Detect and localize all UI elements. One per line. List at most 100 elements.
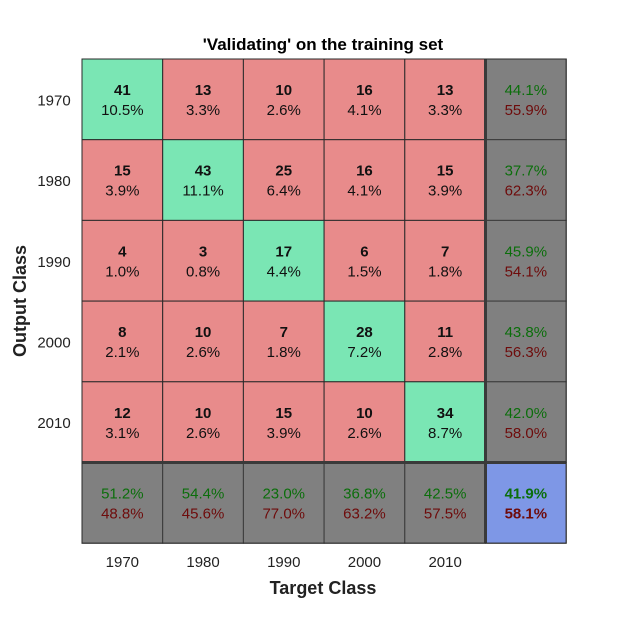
cell-count: 13 — [437, 82, 454, 99]
cell-percent: 6.4% — [267, 183, 301, 200]
matrix-cell — [162, 381, 244, 463]
row-summary-cell — [485, 381, 567, 463]
row-summary-correct: 44.1% — [505, 82, 548, 99]
cell-count: 4 — [118, 243, 127, 260]
matrix-cell — [323, 219, 406, 302]
cell-percent: 3.9% — [428, 183, 462, 200]
cell-percent: 1.8% — [267, 344, 301, 361]
cell-percent: 4.1% — [347, 102, 381, 119]
column-summary-cell — [81, 462, 164, 544]
cell-percent: 11.1% — [182, 183, 223, 200]
cell-count: 3 — [199, 243, 207, 260]
matrix-cell — [81, 300, 164, 383]
cell-percent: 4.1% — [347, 183, 381, 200]
cell-count: 10 — [275, 82, 292, 99]
matrix-cell — [404, 58, 486, 141]
matrix-cell — [404, 219, 486, 302]
x-tick-label: 1970 — [106, 554, 139, 571]
column-summary-incorrect: 63.2% — [343, 506, 386, 523]
y-tick-label: 2010 — [37, 415, 70, 432]
tick-labels: 1970 1980 1990 2000 2010 1970 1980 1990 2000 2010 — [37, 92, 462, 571]
matrix-cell — [162, 300, 244, 383]
cell-percent: 2.8% — [428, 344, 462, 361]
cell-percent: 10.5% — [101, 102, 144, 119]
column-summary-incorrect: 45.6% — [182, 506, 225, 523]
row-summary-incorrect: 54.1% — [505, 263, 548, 280]
column-summary-cell — [162, 462, 244, 544]
matrix-cell — [242, 300, 325, 383]
x-axis-label: Target Class — [270, 578, 377, 598]
cell-count: 15 — [275, 405, 292, 422]
overall-accuracy-cell — [485, 462, 567, 544]
cell-count: 10 — [195, 405, 212, 422]
cell-count: 34 — [437, 405, 454, 422]
overall-correct: 41.9% — [505, 486, 548, 503]
cell-count: 25 — [275, 163, 292, 180]
matrix-cell — [323, 381, 406, 463]
cell-count: 10 — [195, 324, 212, 341]
matrix-cell — [242, 58, 325, 141]
cell-percent: 1.0% — [105, 263, 139, 280]
cell-count: 6 — [360, 243, 368, 260]
row-summary-cell — [485, 300, 567, 383]
column-summary-cell — [323, 462, 406, 544]
x-tick-label: 1990 — [267, 554, 300, 571]
y-axis-label: Output Class — [10, 245, 30, 357]
matrix-frame — [81, 58, 567, 544]
y-tick-label: 1990 — [37, 254, 70, 271]
cell-percent: 1.8% — [428, 263, 462, 280]
matrix-cell — [242, 381, 325, 463]
cell-count: 7 — [280, 324, 288, 341]
matrix-cell — [162, 219, 244, 302]
cell-percent: 2.6% — [186, 344, 220, 361]
row-summary-correct: 42.0% — [505, 405, 548, 422]
matrix-cells: 4110.5%133.3%102.6%164.1%133.3%153.9%431… — [81, 58, 567, 544]
cell-percent: 3.3% — [428, 102, 462, 119]
row-summary-cell — [485, 219, 567, 302]
cell-count: 12 — [114, 405, 131, 422]
cell-percent: 3.3% — [186, 102, 220, 119]
row-summary-cell — [485, 139, 567, 221]
cell-count: 10 — [356, 405, 373, 422]
cell-percent: 4.4% — [267, 263, 301, 280]
cell-percent: 2.6% — [186, 425, 220, 442]
y-tick-label: 1970 — [37, 92, 70, 109]
cell-count: 13 — [195, 82, 212, 99]
matrix-cell — [81, 381, 164, 463]
matrix-cell — [323, 139, 406, 221]
column-summary-incorrect: 57.5% — [424, 506, 467, 523]
matrix-cell — [162, 58, 244, 141]
matrix-cell — [323, 58, 406, 141]
matrix-cell — [323, 300, 406, 383]
column-summary-incorrect: 77.0% — [262, 506, 305, 523]
cell-percent: 2.1% — [105, 344, 139, 361]
column-summary-cell — [404, 462, 486, 544]
row-summary-incorrect: 58.0% — [505, 425, 548, 442]
x-tick-label: 2010 — [428, 554, 461, 571]
matrix-cell — [404, 139, 486, 221]
cell-count: 17 — [275, 243, 292, 260]
row-summary-correct: 37.7% — [505, 163, 548, 180]
matrix-cell — [81, 139, 164, 221]
matrix-cell — [81, 219, 164, 302]
y-tick-label: 2000 — [37, 334, 70, 351]
cell-percent: 1.5% — [347, 263, 381, 280]
cell-percent: 3.1% — [105, 425, 139, 442]
cell-count: 15 — [114, 163, 131, 180]
chart-title: 'Validating' on the training set — [203, 35, 444, 54]
cell-count: 11 — [437, 324, 453, 341]
cell-percent: 3.9% — [267, 425, 301, 442]
row-summary-correct: 43.8% — [505, 324, 548, 341]
cell-percent: 8.7% — [428, 425, 462, 442]
cell-count: 16 — [356, 82, 373, 99]
y-tick-label: 1980 — [37, 173, 70, 190]
matrix-cell — [81, 58, 164, 141]
cell-count: 15 — [437, 163, 454, 180]
row-summary-incorrect: 62.3% — [505, 183, 548, 200]
row-summary-cell — [485, 58, 567, 141]
row-summary-incorrect: 56.3% — [505, 344, 548, 361]
cell-percent: 2.6% — [347, 425, 381, 442]
cell-count: 8 — [118, 324, 126, 341]
matrix-cell — [242, 219, 325, 302]
